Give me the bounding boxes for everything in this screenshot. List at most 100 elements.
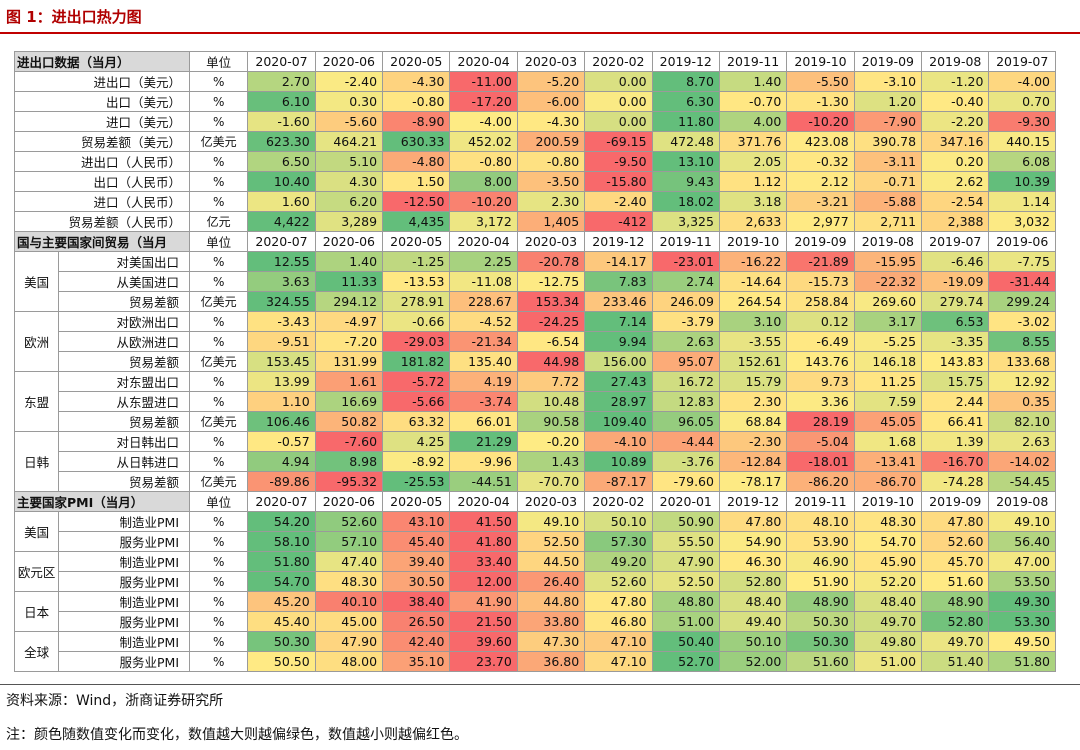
title-rule	[0, 32, 1080, 34]
heat-cell: -0.32	[786, 151, 855, 172]
table-row: 从欧洲进口% -9.51 -7.20 -29.03 -21.34 -6.54 9.94 2.6…	[15, 331, 1056, 352]
heat-cell: 44.50	[516, 551, 586, 572]
heat-cell: 12.83	[651, 391, 720, 412]
heatmap-body: 进出口数据（当月） 单位 2020-07 2020-06 2020-05 2020-04 2…	[13, 51, 1056, 672]
heat-cell: 50.30	[786, 631, 855, 652]
heat-cell: 0.00	[584, 71, 653, 92]
heat-cell: 2,977	[786, 211, 855, 232]
heat-cell: -412	[584, 211, 653, 232]
heat-cell: 38.40	[382, 591, 451, 612]
heat-cell: 21.29	[449, 431, 518, 452]
heat-cell: 181.82	[382, 351, 451, 372]
heat-cell: 1.14	[988, 191, 1056, 212]
heat-cell: 47.10	[584, 651, 653, 672]
heat-cell: 16.72	[651, 371, 720, 392]
heat-cell: 10.39	[988, 171, 1056, 192]
heat-cell: -12.50	[382, 191, 451, 212]
heat-cell: 50.40	[651, 631, 720, 652]
heat-cell: -20.78	[516, 251, 586, 272]
heat-cell: -3.76	[651, 451, 720, 472]
heat-cell: -2.54	[921, 191, 990, 212]
column-header: 2019-08	[988, 491, 1056, 512]
heat-cell: 264.54	[718, 291, 788, 312]
heat-cell: -8.90	[382, 111, 451, 132]
heat-cell: -6.46	[921, 251, 990, 272]
heat-cell: 49.50	[988, 631, 1056, 652]
column-header: 2020-07	[247, 491, 316, 512]
heat-cell: 228.67	[449, 291, 518, 312]
heat-cell: -5.25	[853, 331, 923, 352]
heat-cell: 4,422	[247, 211, 316, 232]
row-label: 对美国出口	[58, 251, 191, 272]
table-row: 贸易差额 亿美元 -89.86 -95.32 -25.53 -44.51 -70.70 -87…	[15, 471, 1056, 492]
heat-cell: 13.10	[651, 151, 720, 172]
table-row: 从美国进口% 3.63 11.33 -13.53 -11.08 -12.75 7.83 2.7…	[15, 271, 1056, 292]
heat-cell: 1.10	[247, 391, 316, 412]
heat-cell: 36.80	[516, 651, 586, 672]
heat-cell: 49.80	[853, 631, 923, 652]
row-unit: %	[189, 631, 249, 652]
heat-cell: 46.80	[584, 611, 653, 632]
table-row: 日本 制造业PMI% 45.20 40.10 38.40 41.90 44.80 47.80 4…	[13, 591, 1056, 632]
heat-cell: 472.48	[651, 131, 720, 152]
heat-cell: 2.44	[921, 391, 990, 412]
heat-cell: -4.52	[449, 311, 518, 332]
heat-cell: 26.40	[516, 571, 586, 592]
row-label: 对日韩出口	[58, 431, 191, 452]
row-unit: 亿美元	[189, 131, 249, 152]
column-header: 2019-07	[988, 51, 1056, 72]
column-header: 2019-11	[786, 491, 855, 512]
heat-cell: -87.17	[584, 471, 653, 492]
table-row: 欧洲 对欧洲出口% -3.43 -4.97 -0.66 -4.52 -24.25 7.14 -3…	[13, 311, 1056, 372]
heat-cell: 49.20	[584, 551, 653, 572]
row-label: 制造业PMI	[58, 591, 191, 612]
row-label: 贸易差额	[58, 411, 191, 432]
heat-cell: -0.20	[516, 431, 586, 452]
heat-cell: -2.20	[921, 111, 990, 132]
heat-cell: -7.20	[314, 331, 384, 352]
heat-cell: -15.73	[786, 271, 855, 292]
section-header: 进出口数据（当月）	[13, 51, 191, 72]
heat-cell: -2.30	[718, 431, 788, 452]
column-header: 2020-06	[314, 491, 384, 512]
column-header: 2020-03	[516, 231, 586, 252]
heat-cell: 50.30	[786, 611, 855, 632]
column-header: 2019-10	[853, 491, 923, 512]
row-unit: %	[189, 71, 249, 92]
heat-cell: 57.30	[584, 531, 653, 552]
table-row: 贸易差额 亿美元 153.45 131.99 181.82 135.40 44.98 156.…	[15, 351, 1056, 372]
row-label: 制造业PMI	[58, 551, 191, 572]
heat-cell: 3.36	[786, 391, 855, 412]
column-header: 2020-05	[382, 231, 451, 252]
heat-cell: 423.08	[786, 131, 855, 152]
heat-cell: -5.66	[382, 391, 451, 412]
heat-cell: -18.01	[786, 451, 855, 472]
unit-header: 单位	[189, 231, 249, 252]
heat-cell: 371.76	[718, 131, 788, 152]
section-header-row: 主要国家PMI（当月） 单位 2020-07 2020-06 2020-05 2020-0…	[13, 491, 1056, 512]
row-unit: %	[189, 511, 249, 532]
row-unit: %	[189, 551, 249, 572]
heat-cell: -0.57	[247, 431, 316, 452]
heat-cell: -6.49	[786, 331, 855, 352]
figure-title: 图 1：进出口热力图	[6, 8, 142, 26]
heat-cell: 0.00	[584, 111, 653, 132]
heat-cell: 43.10	[382, 511, 451, 532]
row-label: 进口（人民币）	[13, 191, 191, 212]
table-row: 东盟 对东盟出口% 13.99 1.61 -5.72 4.19 7.72 27.43 16.72…	[13, 371, 1056, 432]
table-row: 贸易差额（人民币） 亿元 4,422 3,289 4,435 3,172 1,405 -412…	[13, 211, 1056, 232]
heat-cell: 55.50	[651, 531, 720, 552]
heat-cell: 41.90	[449, 591, 518, 612]
heat-cell: 52.60	[314, 511, 384, 532]
heat-cell: 2.12	[786, 171, 855, 192]
row-unit: %	[189, 571, 249, 592]
heat-cell: 4.94	[247, 451, 316, 472]
heat-cell: 52.50	[516, 531, 586, 552]
heat-cell: 51.60	[786, 651, 855, 672]
heat-cell: 50.10	[584, 511, 653, 532]
heat-cell: 50.30	[247, 631, 316, 652]
heat-cell: 52.80	[921, 611, 990, 632]
column-header: 2019-09	[921, 491, 990, 512]
group-label: 全球	[13, 631, 60, 672]
heat-cell: -16.22	[718, 251, 788, 272]
